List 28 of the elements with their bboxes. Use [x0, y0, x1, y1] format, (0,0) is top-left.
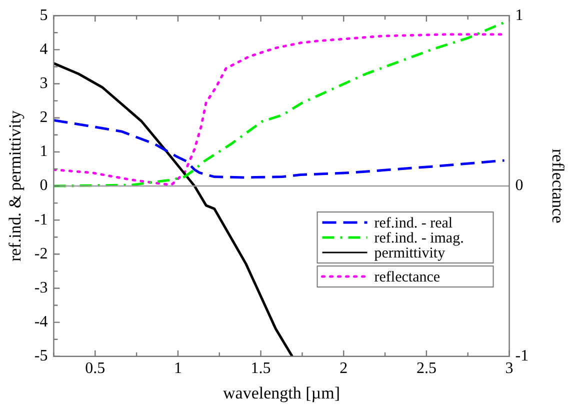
y-tick-label: -1 [34, 211, 48, 228]
y2-tick-label: -1 [515, 348, 529, 365]
y-tick-label: 3 [40, 74, 48, 92]
y-tick-label: -2 [34, 245, 48, 262]
y-tick-label: 5 [40, 6, 48, 24]
x-tick-label: 2.5 [416, 360, 436, 378]
y2-axis-title: reflectance [548, 148, 568, 224]
x-tick-label: 0.5 [85, 360, 106, 378]
y-tick-label: 2 [40, 109, 48, 126]
y-axis-title: ref.ind. & permittivity [6, 110, 25, 262]
y-tick-label: -5 [34, 348, 48, 365]
y-tick-label: -3 [34, 279, 48, 296]
x-axis-title: wavelength [µm] [223, 383, 340, 402]
y-tick-label: 1 [40, 143, 48, 160]
legend-label: ref.ind. - real [374, 215, 453, 232]
line-series [54, 118, 506, 179]
legend-label: ref.ind. - imag. [374, 230, 464, 246]
y-tick-label: -4 [34, 314, 48, 331]
x-tick-label: 1.5 [250, 360, 271, 378]
x-tick-label: 2 [340, 360, 348, 378]
x-tick-label: 3 [505, 360, 514, 378]
x-tick-label: 1 [174, 360, 182, 378]
legend-label: permittivity [374, 245, 446, 262]
legend-label: reflectance [374, 269, 440, 286]
y2-tick-label: 0 [515, 177, 524, 194]
y2-tick-label: 1 [515, 6, 524, 24]
y-tick-label: 0 [40, 177, 48, 194]
y-tick-label: 4 [40, 40, 48, 58]
